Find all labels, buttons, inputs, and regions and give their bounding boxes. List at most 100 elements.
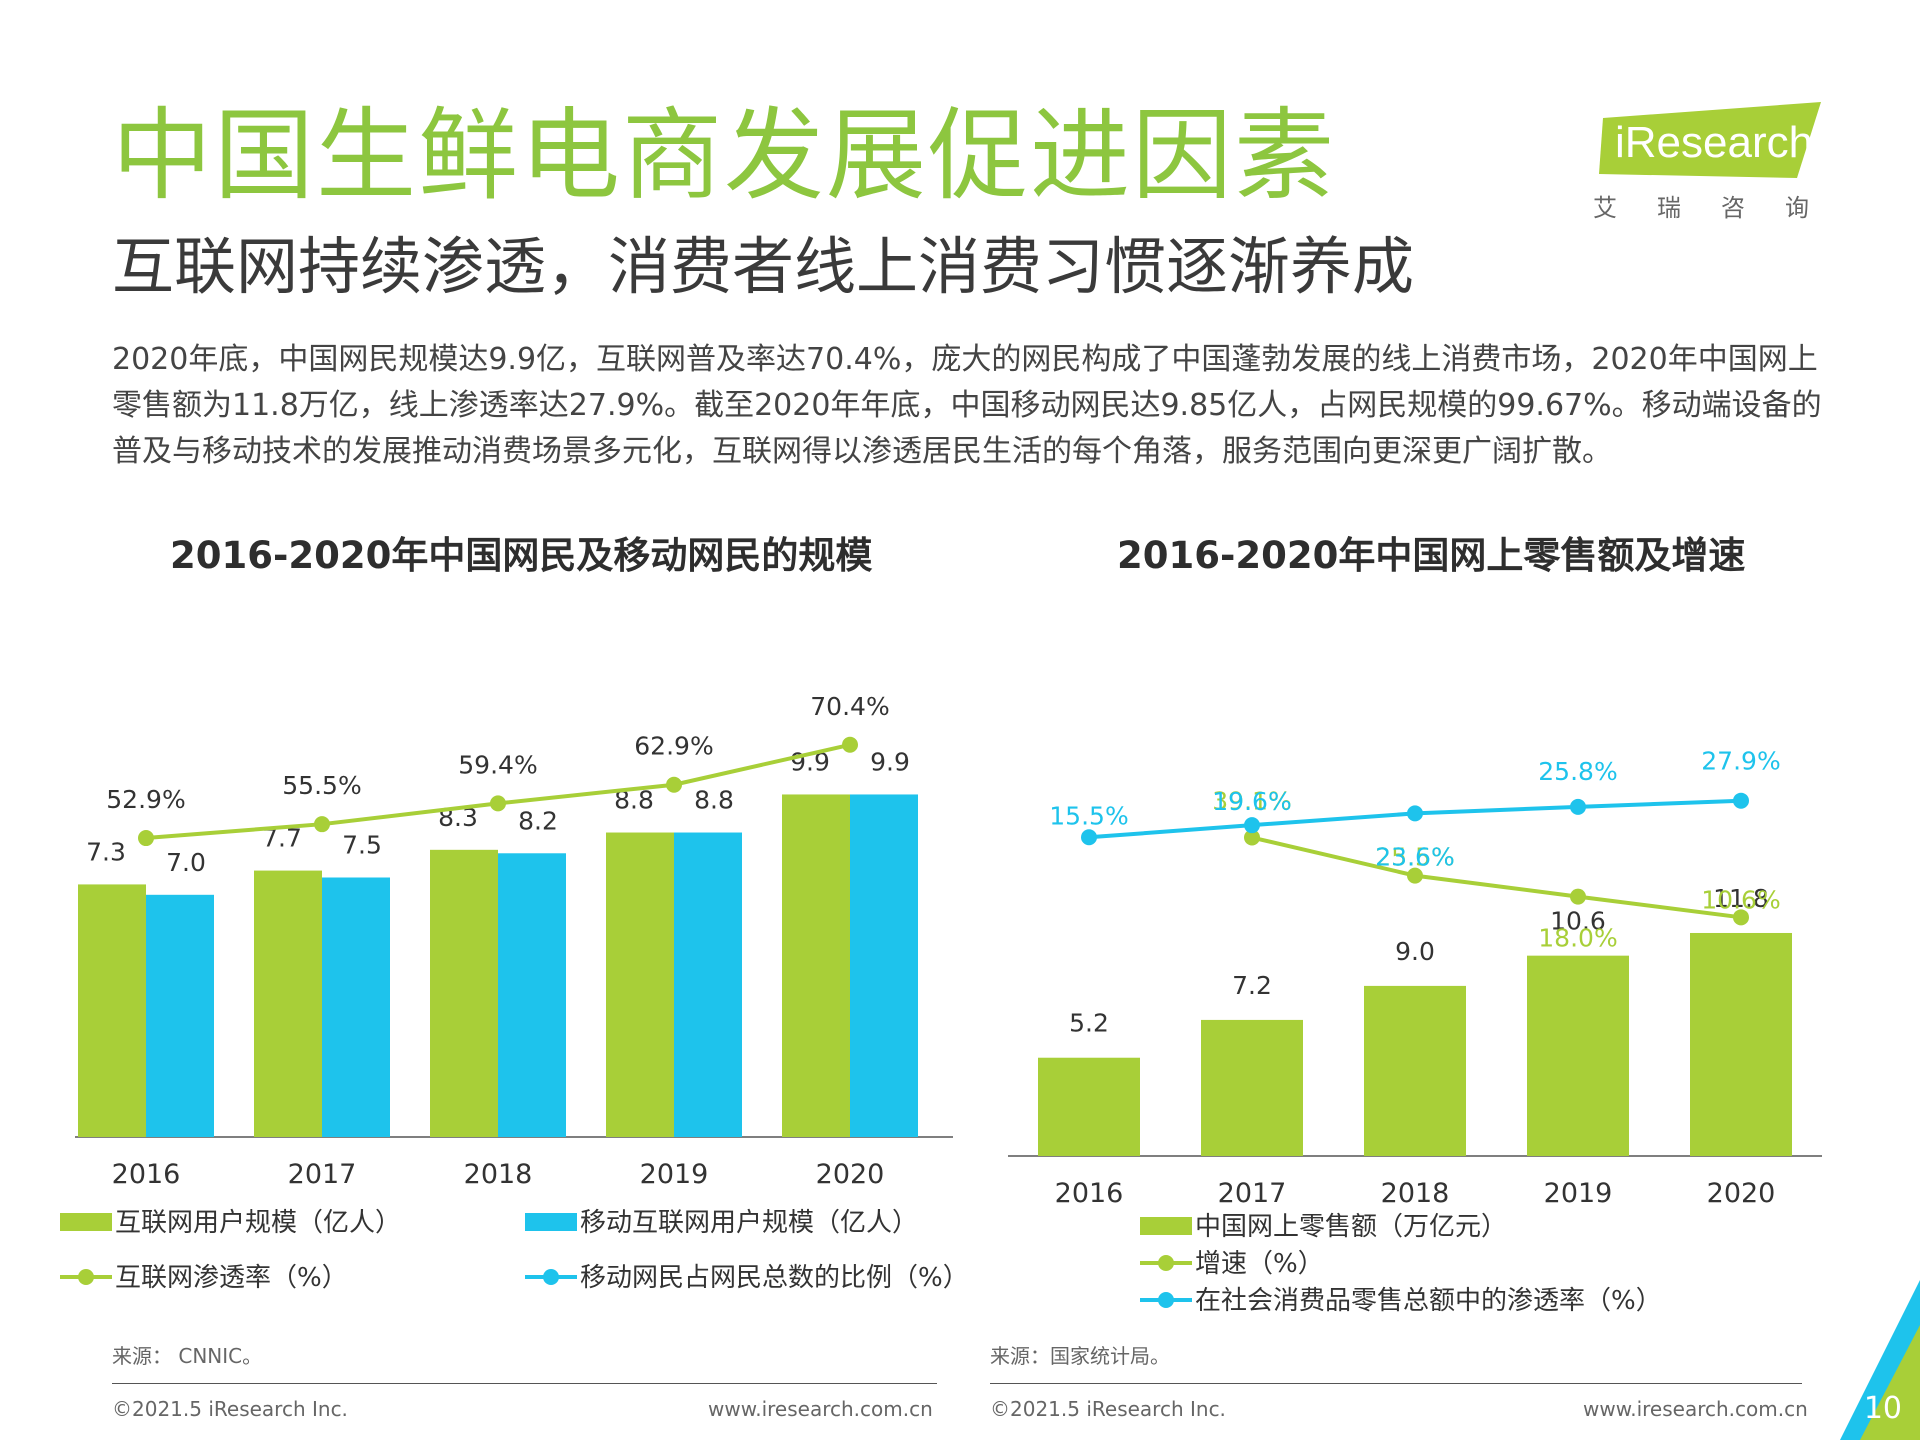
chart2-point-penetration-2020 — [1733, 792, 1749, 809]
chart1-point-label-penetration-2019: 62.9% — [634, 732, 713, 761]
chart1-bar-mobile-2019 — [674, 832, 742, 1137]
chart1-source: 来源： CNNIC。 — [112, 1344, 263, 1368]
chart2-legend-swatch-retail-bar — [1140, 1217, 1192, 1235]
chart2-x-tick-2020: 2020 — [1707, 1178, 1776, 1209]
chart2-legend-marker-growth-line — [1158, 1255, 1174, 1271]
chart2-x-tick-2019: 2019 — [1544, 1178, 1613, 1209]
chart2-point-penetration-2017 — [1244, 817, 1260, 834]
chart2-point-label-growth-2019: 18.0% — [1538, 924, 1617, 953]
chart1-legend-label-mobile-share-line: 移动网民占网民总数的比例（%） — [580, 1263, 969, 1293]
chart2-bar-2018 — [1364, 985, 1466, 1156]
chart1-point-penetration-2017 — [314, 816, 330, 833]
chart2-source: 来源：国家统计局。 — [990, 1344, 1170, 1368]
chart1-bar-mobile-2017 — [322, 877, 390, 1137]
chart2-point-label-growth-2017: 39.1% — [1212, 787, 1291, 816]
chart1-bar-label-mobile-2017: 7.5 — [342, 831, 382, 860]
chart2-bar-2017 — [1201, 1019, 1303, 1156]
chart1-bar-mobile-2016 — [146, 894, 214, 1137]
chart2-legend-label-growth-line: 增速（%） — [1195, 1249, 1324, 1279]
chart1-bar-label-mobile-2016: 7.0 — [166, 848, 206, 877]
chart1-point-label-penetration-2017: 55.5% — [282, 771, 361, 800]
chart2-point-label-penetration-2018: 23.6% — [1375, 842, 1454, 871]
chart1-legend-swatch-mobile-bar — [525, 1213, 577, 1231]
chart2-point-growth-2020 — [1733, 909, 1749, 926]
chart1-bar-label-mobile-2018: 8.2 — [518, 806, 558, 835]
chart2-point-label-growth-2018: 25.5% — [1375, 843, 1454, 872]
chart1-legend-label-internet-bar: 互联网用户规模（亿人） — [115, 1208, 401, 1238]
chart2-point-penetration-2018 — [1407, 805, 1423, 822]
chart2-bar-label-2018: 9.0 — [1395, 937, 1435, 966]
chart1-point-penetration-2019 — [666, 776, 682, 793]
chart2-bar-2016 — [1038, 1057, 1140, 1156]
chart1-point-penetration-2020 — [842, 736, 858, 753]
chart2-x-tick-2018: 2018 — [1381, 1178, 1450, 1209]
chart1-legend-swatch-internet-bar — [60, 1213, 112, 1231]
chart1-point-penetration-2016 — [138, 830, 154, 847]
chart1-x-tick-2020: 2020 — [816, 1159, 885, 1190]
chart1-bar-internet-2016 — [78, 884, 146, 1137]
chart2-bar-label-2020: 11.8 — [1713, 884, 1769, 913]
chart1-bar-label-mobile-2020: 9.9 — [870, 747, 910, 776]
footer-website-left[interactable]: www.iresearch.com.cn — [708, 1397, 933, 1421]
chart2-online-retail: 5.2 2016 7.2 2017 9.0 2018 10.6 2019 11.8 2020 39.… — [1008, 747, 1822, 1316]
chart1-bar-internet-2017 — [254, 870, 322, 1137]
iresearch-logo: iResearch 艾瑞咨询 — [1585, 100, 1825, 222]
chart1-point-label-penetration-2016: 52.9% — [106, 785, 185, 814]
chart1-bar-internet-2019 — [606, 832, 674, 1137]
chart1-x-tick-2016: 2016 — [112, 1159, 181, 1190]
chart1-legend-marker-mobile-share-line — [543, 1269, 559, 1285]
chart2-point-label-penetration-2017: 19.6% — [1212, 787, 1291, 816]
chart2-x-tick-2016: 2016 — [1055, 1178, 1124, 1209]
chart2-legend-label-penetration-line: 在社会消费品零售总额中的渗透率（%） — [1195, 1286, 1662, 1316]
chart2-point-penetration-2019 — [1570, 798, 1586, 815]
chart2-bar-label-2017: 7.2 — [1232, 971, 1272, 1000]
page-number: 10 — [1863, 1391, 1902, 1426]
footer-copyright-left: ©2021.5 iResearch Inc. — [112, 1397, 348, 1421]
footer-copyright-right: ©2021.5 iResearch Inc. — [990, 1397, 1226, 1421]
footer-rule-left — [112, 1383, 937, 1384]
logo-word: iResearch — [1615, 118, 1814, 167]
chart1-legend-marker-penetration-line — [78, 1269, 94, 1285]
chart1-bar-mobile-2018 — [498, 853, 566, 1137]
chart2-legend-marker-penetration-line — [1158, 1292, 1174, 1308]
chart1-point-penetration-2018 — [490, 795, 506, 812]
chart2-line-growth — [1251, 835, 1742, 920]
page-title: 中国生鲜电商发展促进因素 — [112, 97, 1336, 214]
corner-triangle-decoration — [1840, 1280, 1920, 1440]
chart2-title: 2016-2020年中国网上零售额及增速 — [1117, 534, 1746, 577]
chart1-legend-label-penetration-line: 互联网渗透率（%） — [115, 1263, 348, 1293]
chart2-point-growth-2017 — [1244, 829, 1260, 846]
chart2-point-label-penetration-2019: 25.8% — [1538, 757, 1617, 786]
chart1-x-tick-2017: 2017 — [288, 1159, 357, 1190]
chart1-x-tick-2019: 2019 — [640, 1159, 709, 1190]
page-subtitle: 互联网持续渗透，消费者线上消费习惯逐渐养成 — [112, 230, 1415, 303]
chart2-point-growth-2018 — [1407, 867, 1423, 884]
chart1-point-label-penetration-2018: 59.4% — [458, 750, 537, 779]
chart1-point-label-penetration-2020: 70.4% — [810, 692, 889, 721]
chart2-bar-2020 — [1690, 932, 1792, 1156]
chart2-x-tick-2017: 2017 — [1218, 1178, 1287, 1209]
chart2-point-label-penetration-2016: 15.5% — [1049, 801, 1128, 830]
chart2-bar-label-2019: 10.6 — [1550, 907, 1606, 936]
chart1-bar-internet-2020 — [782, 794, 850, 1137]
chart2-legend-label-retail-bar: 中国网上零售额（万亿元） — [1195, 1212, 1507, 1242]
chart1-bar-mobile-2020 — [850, 794, 918, 1137]
body-paragraph: 2020年底，中国网民规模达9.9亿，互联网普及率达70.4%，庞大的网民构成了… — [112, 342, 1822, 469]
footer-rule-right — [990, 1383, 1802, 1384]
chart2-point-penetration-2016 — [1081, 829, 1097, 846]
footer-website-right[interactable]: www.iresearch.com.cn — [1583, 1397, 1808, 1421]
chart2-point-label-growth-2020: 10.6% — [1701, 885, 1780, 914]
chart1-x-tick-2018: 2018 — [464, 1159, 533, 1190]
chart2-point-label-penetration-2020: 27.9% — [1701, 747, 1780, 776]
chart1-bar-internet-2018 — [430, 849, 498, 1137]
chart1-title: 2016-2020年中国网民及移动网民的规模 — [170, 534, 873, 577]
chart1-bar-label-mobile-2019: 8.8 — [694, 786, 734, 815]
chart2-bar-label-2016: 5.2 — [1069, 1009, 1109, 1038]
logo-chinese: 艾瑞咨询 — [1593, 194, 1849, 222]
chart1-legend-label-mobile-bar: 移动互联网用户规模（亿人） — [580, 1208, 918, 1238]
logo-banner-shape — [1599, 102, 1821, 178]
chart2-bar-2019 — [1527, 955, 1629, 1156]
chart1-bar-label-internet-2016: 7.3 — [86, 837, 126, 866]
chart2-point-growth-2019 — [1570, 888, 1586, 905]
